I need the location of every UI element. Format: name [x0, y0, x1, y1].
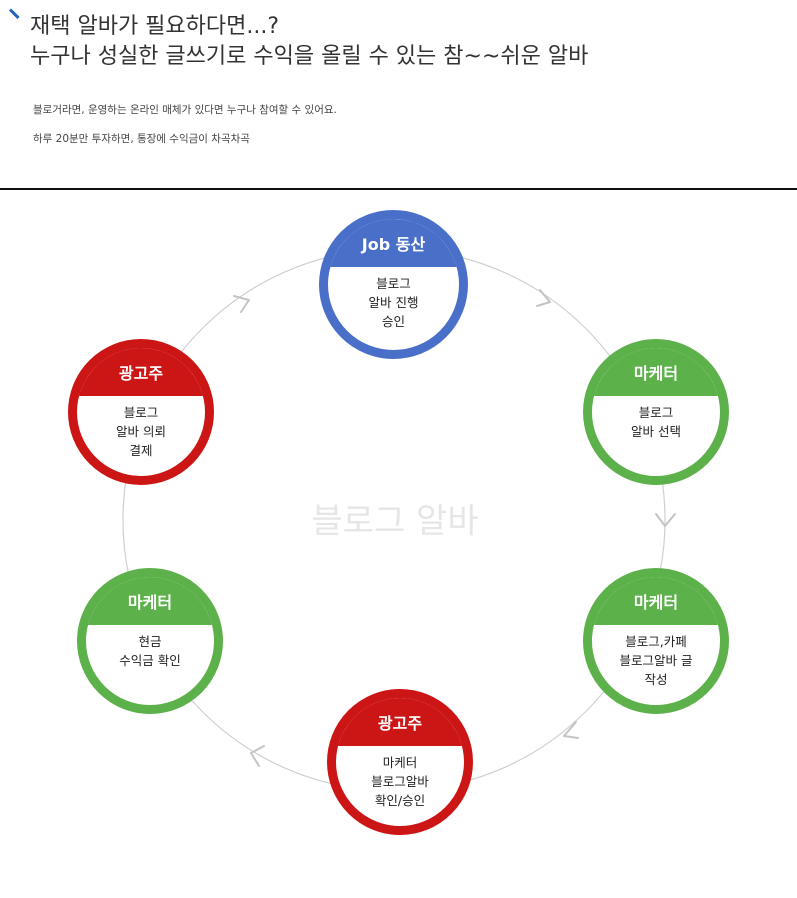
node-line: 블로그알바 [371, 774, 429, 789]
node-line: 결제 [129, 443, 153, 458]
node-line: 작성 [644, 672, 668, 687]
node-line: 블로그 [638, 405, 674, 420]
node-line: 블로그,카페 [625, 634, 687, 649]
node-advertiser-approve: 광고주 마케터 블로그알바 확인/승인 [327, 689, 473, 835]
cycle-arrow [655, 513, 676, 527]
node-marketer-select: 마케터 블로그 알바 선택 [583, 339, 729, 485]
node-description: 마케터 블로그알바 확인/승인 [336, 746, 464, 810]
cycle-arrow [563, 721, 579, 739]
node-line: 알바 의뢰 [116, 424, 166, 439]
center-label: 블로그 알바 [311, 501, 479, 542]
node-advertiser-request: 광고주 블로그 알바 의뢰 결제 [68, 339, 214, 485]
node-line: 알바 진행 [368, 295, 419, 310]
node-role: 마케터 [592, 348, 720, 396]
cycle-arrow [250, 745, 265, 767]
node-line: 현금 [138, 634, 162, 649]
node-line: 블로그 [123, 405, 159, 420]
node-role: 광고주 [336, 698, 464, 746]
node-description: 블로그 알바 의뢰 결제 [77, 396, 205, 460]
node-marketer-write: 마케터 블로그,카페 블로그알바 글 작성 [583, 568, 729, 714]
title-line-2: 누구나 성실한 글쓰기로 수익을 올릴 수 있는 참~~쉬운 알바 [30, 44, 589, 69]
node-marketer-cash: 마케터 현금 수익금 확인 [77, 568, 223, 714]
node-line: 마케터 [382, 755, 418, 770]
intro-text: 블로거라면, 운영하는 온라인 매체가 있다면 누구나 참여할 수 있어요. 하… [33, 102, 337, 160]
node-description: 블로그,카페 블로그알바 글 작성 [592, 625, 720, 689]
node-line: 확인/승인 [374, 793, 426, 808]
node-line: 블로그알바 글 [619, 653, 693, 668]
node-role: 마케터 [86, 577, 214, 625]
node-role: 광고주 [77, 348, 205, 396]
title-line-1: 재택 알바가 필요하다면...? [30, 14, 280, 39]
node-description: 블로그 알바 진행 승인 [328, 267, 459, 331]
node-line: 승인 [381, 314, 405, 329]
node-role: 마케터 [592, 577, 720, 625]
divider [0, 188, 797, 190]
intro-line-1: 블로거라면, 운영하는 온라인 매체가 있다면 누구나 참여할 수 있어요. [33, 104, 337, 116]
intro-line-2: 하루 20분만 투자하면, 통장에 수익금이 차곡차곡 [33, 133, 250, 145]
node-description: 현금 수익금 확인 [86, 625, 214, 670]
node-job-dongsan: Job 동산 블로그 알바 진행 승인 [319, 210, 468, 359]
node-role: Job 동산 [328, 219, 459, 267]
node-line: 블로그 [376, 276, 411, 291]
node-line: 알바 선택 [631, 424, 681, 439]
node-description: 블로그 알바 선택 [592, 396, 720, 441]
node-line: 수익금 확인 [119, 653, 181, 668]
cycle-arrow [233, 295, 250, 313]
page-title: 재택 알바가 필요하다면...? 누구나 성실한 글쓰기로 수익을 올릴 수 있… [30, 12, 588, 72]
cycle-arrow [536, 289, 551, 307]
